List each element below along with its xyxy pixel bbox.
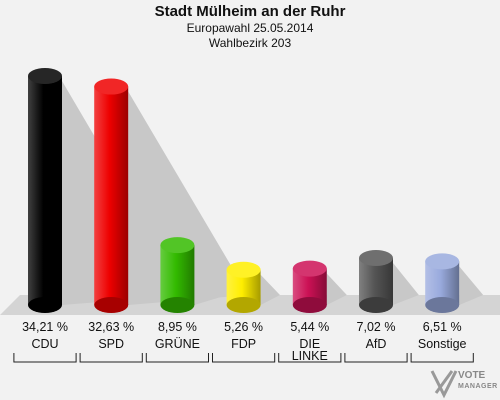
value-label: 7,02 % [357, 320, 396, 334]
chart-title: Stadt Mülheim an der Ruhr [154, 3, 346, 20]
bar-afd [359, 250, 393, 313]
value-label: 8,95 % [158, 320, 197, 334]
vote-manager-logo: VOTE MANAGER [458, 370, 498, 392]
bar-fdp [226, 261, 261, 313]
logo-line1: VOTE [458, 370, 486, 381]
bar-cdu [28, 67, 62, 313]
chart-subtitle: Europawahl 25.05.2014 [186, 21, 314, 35]
bar-spd [94, 78, 129, 313]
bar-sonstige [425, 253, 460, 313]
category-label: GRÜNE [155, 337, 200, 351]
label-separator [145, 353, 209, 363]
label-separator [344, 353, 408, 363]
value-label: 6,51 % [423, 320, 462, 334]
category-label: FDP [231, 337, 256, 351]
bar-shadow [326, 273, 347, 305]
value-label: 34,21 % [22, 320, 68, 334]
label-separator [410, 353, 474, 363]
category-label: Sonstige [418, 337, 467, 351]
bar-grüne [160, 237, 195, 313]
chart-header: Stadt Mülheim an der Ruhr Europawahl 25.… [0, 3, 500, 51]
category-label: AfD [366, 337, 387, 351]
value-label: 5,26 % [224, 320, 263, 334]
category-label: DIE LINKE [292, 337, 328, 363]
label-separator [212, 353, 276, 363]
value-label: 32,63 % [88, 320, 134, 334]
vote-manager-logo-icon [430, 370, 458, 399]
value-label: 5,44 % [290, 320, 329, 334]
logo-line2: MANAGER [458, 383, 498, 390]
category-label: CDU [31, 337, 58, 351]
label-separator [79, 353, 143, 363]
bar-die-linke [292, 260, 327, 313]
label-separator [13, 353, 77, 363]
bar-shadow [128, 91, 249, 306]
chart-district: Wahlbezirk 203 [208, 36, 292, 50]
bar-shadow [260, 274, 280, 305]
bar-shadow [459, 266, 484, 305]
bar-shadow [194, 250, 228, 305]
category-label: SPD [98, 337, 124, 351]
bar-shadow [393, 263, 419, 305]
label-separator [278, 353, 342, 363]
